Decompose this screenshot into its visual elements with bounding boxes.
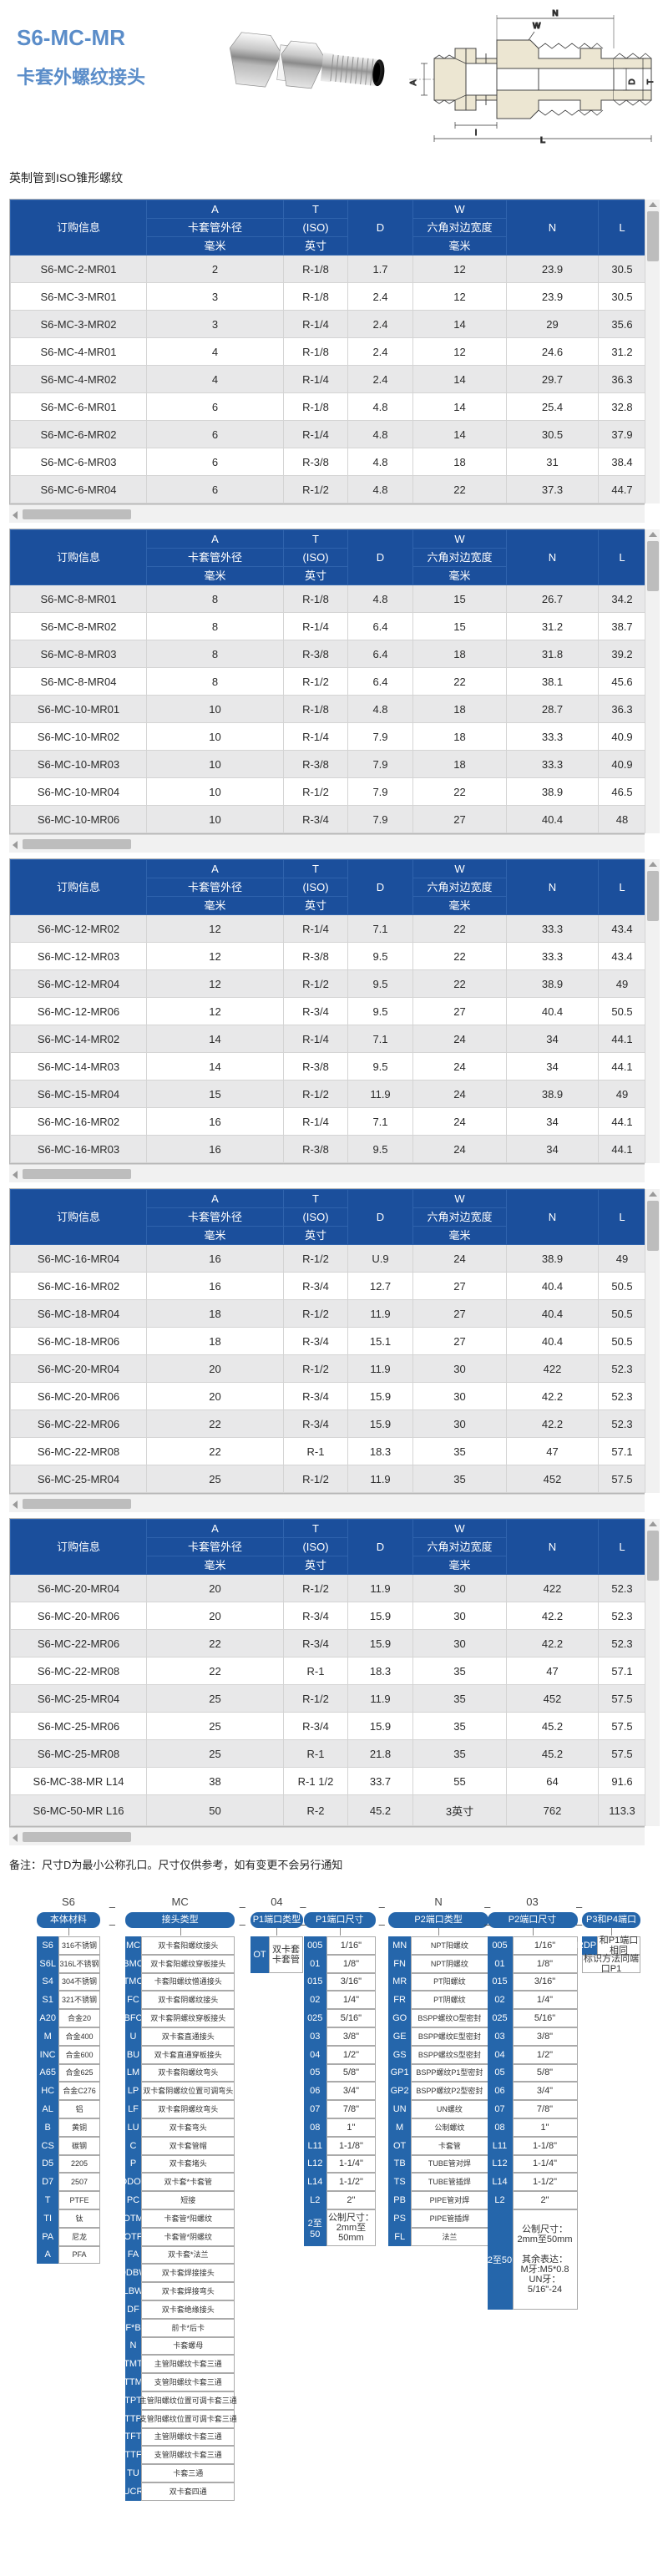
svg-text:T: T <box>646 79 655 84</box>
svg-text:I: I <box>475 129 478 138</box>
svg-text:W: W <box>533 22 541 31</box>
svg-text:A: A <box>409 79 418 85</box>
svg-text:L: L <box>540 136 545 144</box>
svg-text:D: D <box>628 78 637 84</box>
svg-text:N: N <box>552 9 558 18</box>
